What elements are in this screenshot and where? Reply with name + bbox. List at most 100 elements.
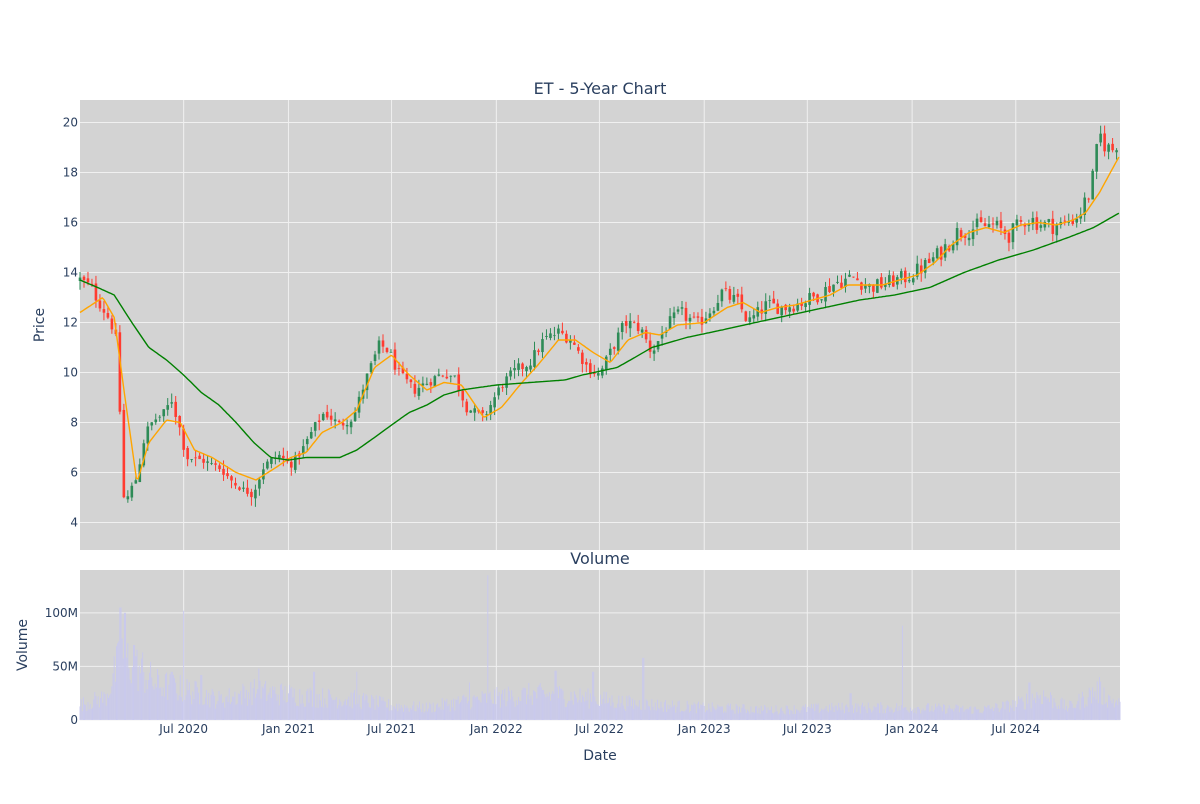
candle-body xyxy=(995,220,999,226)
volume-bar xyxy=(1059,708,1061,720)
volume-bar xyxy=(440,709,442,720)
volume-bar xyxy=(258,668,260,720)
volume-bar xyxy=(332,700,334,720)
volume-bar xyxy=(490,699,492,720)
volume-y-tick-label: 0 xyxy=(70,713,78,727)
volume-bar xyxy=(444,700,445,720)
volume-bar xyxy=(240,690,242,720)
volume-bar xyxy=(720,706,722,720)
volume-bar xyxy=(671,700,673,720)
volume-bar xyxy=(288,693,289,720)
volume-bar xyxy=(265,680,267,720)
volume-bar xyxy=(850,693,852,720)
candle-body xyxy=(270,458,273,464)
candle-body xyxy=(1103,133,1106,152)
volume-bar xyxy=(382,697,384,720)
volume-bar xyxy=(930,710,932,720)
volume-bar xyxy=(595,701,597,720)
volume-bar xyxy=(213,695,215,720)
volume-bar xyxy=(547,696,549,720)
candle-body xyxy=(234,482,237,486)
volume-bar xyxy=(881,705,883,720)
candle-body xyxy=(967,237,971,241)
volume-bar xyxy=(797,710,799,720)
volume-bar xyxy=(709,708,711,720)
volume-bar xyxy=(814,710,816,720)
volume-bar xyxy=(407,708,409,720)
volume-y-tick-label: 100M xyxy=(45,606,78,620)
volume-bar xyxy=(699,708,701,720)
volume-bar xyxy=(718,706,720,720)
volume-bar xyxy=(425,702,427,720)
volume-bar xyxy=(876,703,878,720)
volume-bar xyxy=(570,691,572,720)
volume-bar xyxy=(786,705,788,720)
candle-body xyxy=(513,368,516,371)
volume-bar xyxy=(756,706,758,720)
volume-bar xyxy=(1117,705,1119,720)
volume-bar xyxy=(477,696,478,720)
volume-bar xyxy=(842,709,844,720)
volume-bar xyxy=(1058,705,1059,720)
volume-bar xyxy=(363,693,365,720)
candle-body xyxy=(341,422,345,426)
volume-bar xyxy=(802,705,804,720)
volume-bar xyxy=(159,688,161,720)
volume-bar xyxy=(274,686,276,720)
volume-bar xyxy=(479,700,481,720)
volume-bar xyxy=(482,693,484,720)
volume-bar xyxy=(250,682,252,720)
volume-bar xyxy=(545,697,547,720)
volume-bar xyxy=(917,706,919,720)
candle-body xyxy=(744,311,748,321)
volume-bar xyxy=(549,700,551,720)
volume-bar xyxy=(1018,696,1020,720)
volume-bar xyxy=(432,702,434,720)
volume-bar xyxy=(128,668,130,720)
price-y-tick-label: 6 xyxy=(70,466,78,480)
volume-bar xyxy=(960,707,961,720)
candle-body xyxy=(301,446,305,454)
volume-bar xyxy=(417,707,419,720)
price-y-tick-label: 14 xyxy=(63,266,78,280)
volume-bar xyxy=(336,708,338,720)
volume-bar xyxy=(711,702,713,720)
volume-bar xyxy=(616,708,617,720)
volume-bar xyxy=(597,704,599,720)
volume-bar xyxy=(293,688,295,720)
volume-bar xyxy=(465,696,467,720)
x-tick-label: Jul 2021 xyxy=(366,722,416,736)
candle-body xyxy=(377,340,381,354)
volume-bar xyxy=(183,610,185,720)
volume-bar xyxy=(783,713,785,720)
volume-bar xyxy=(79,706,81,720)
volume-bar xyxy=(790,709,792,720)
volume-bar xyxy=(1035,702,1037,720)
volume-bar xyxy=(1114,702,1116,720)
volume-bar xyxy=(1062,708,1064,720)
volume-bar xyxy=(991,707,993,720)
volume-bar xyxy=(330,694,332,720)
volume-bar xyxy=(841,702,843,720)
volume-bar xyxy=(997,708,999,720)
volume-bar xyxy=(915,713,917,720)
volume-bar xyxy=(1019,699,1021,720)
volume-bar xyxy=(157,669,158,720)
volume-bar xyxy=(1025,709,1026,720)
volume-bar xyxy=(890,707,892,720)
volume-bar xyxy=(458,703,460,720)
volume-bar xyxy=(874,707,876,720)
candle-body xyxy=(94,283,98,301)
volume-bar xyxy=(518,696,520,720)
candle-body xyxy=(365,373,369,391)
volume-bar xyxy=(454,710,456,720)
volume-bar xyxy=(301,694,303,720)
volume-bar xyxy=(808,706,810,720)
volume-bar xyxy=(510,699,512,720)
candle-body xyxy=(389,351,393,353)
volume-bar xyxy=(177,700,179,720)
candle-body xyxy=(652,350,656,354)
volume-bar xyxy=(641,710,643,720)
volume-bar xyxy=(126,657,128,720)
volume-bar xyxy=(298,706,300,720)
